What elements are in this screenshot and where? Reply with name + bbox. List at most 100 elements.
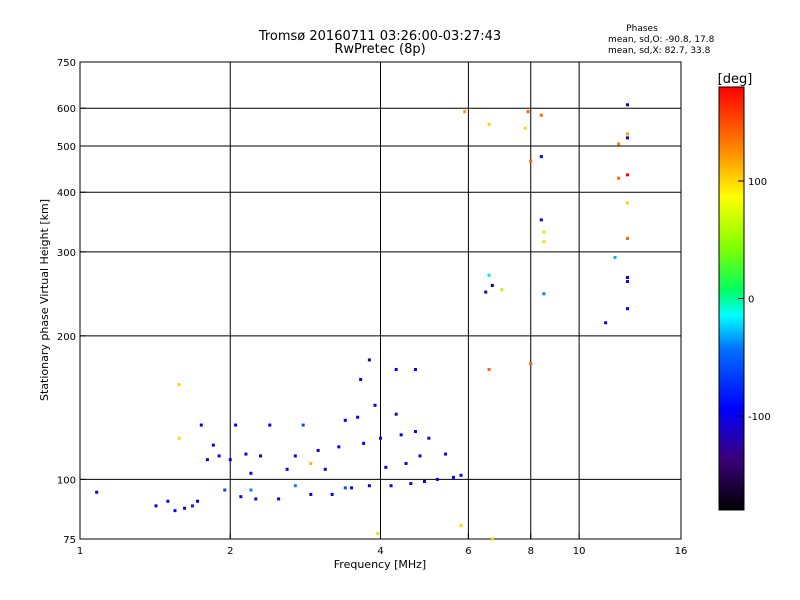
data-point [451, 475, 455, 479]
data-point [526, 110, 530, 114]
data-point [205, 458, 209, 462]
x-tick-label: 10 [573, 546, 586, 557]
data-point [389, 484, 393, 488]
data-point [177, 383, 181, 387]
data-point [625, 307, 629, 311]
data-point [217, 454, 221, 458]
chart-title: Tromsø 20160711 03:26:00-03:27:43 [258, 29, 501, 44]
data-point [539, 113, 543, 117]
data-point [542, 292, 546, 296]
phase-stats-x: mean, sd,X: 82.7, 33.8 [608, 46, 711, 56]
data-point [422, 479, 426, 483]
data-point [244, 452, 248, 456]
data-point [413, 367, 417, 371]
data-point [343, 418, 347, 422]
data-points [95, 103, 629, 541]
colorbar-ticks: 100 0 -100 [738, 177, 771, 423]
data-point [490, 283, 494, 287]
data-point [484, 290, 488, 294]
data-point [523, 126, 527, 130]
x-tick-label: 16 [675, 546, 688, 557]
data-point [444, 452, 448, 456]
data-point [625, 132, 629, 136]
data-point [196, 499, 200, 503]
data-point [190, 504, 194, 508]
data-point [254, 497, 258, 501]
data-point [228, 458, 232, 462]
data-point [356, 415, 360, 419]
x-axis-label: Frequency [MHz] [334, 558, 426, 571]
x-tick-label: 4 [377, 546, 383, 557]
data-point [211, 443, 215, 447]
colorbar-tick-label: 0 [748, 295, 754, 306]
data-point [343, 486, 347, 490]
data-point [249, 471, 253, 475]
y-tick-label: 300 [57, 248, 76, 259]
y-tick-label: 500 [57, 142, 76, 153]
colorbar-label: [deg] [718, 72, 753, 87]
data-point [309, 461, 313, 465]
data-point [379, 436, 382, 440]
data-point [427, 436, 431, 440]
data-point [330, 492, 334, 496]
data-point [173, 509, 177, 513]
y-axis-label: Stationary phase Virtual Height [km] [38, 199, 51, 401]
data-point [487, 273, 491, 277]
data-point [316, 448, 320, 452]
data-point [234, 423, 238, 427]
data-point [625, 201, 629, 205]
data-point [625, 236, 629, 240]
data-point [542, 230, 546, 234]
data-point [337, 445, 341, 449]
data-point [404, 461, 408, 465]
data-point [183, 506, 187, 510]
data-point [359, 377, 363, 381]
data-point [399, 433, 403, 437]
phase-stats-o: mean, sd,O: -90.8, 17.8 [608, 35, 715, 45]
data-point [362, 441, 366, 445]
data-point [463, 110, 467, 114]
data-point [459, 473, 463, 477]
data-point [301, 423, 305, 427]
data-point [529, 361, 533, 365]
data-point [384, 465, 388, 469]
data-point [539, 218, 543, 222]
data-point [350, 486, 354, 490]
data-point [617, 142, 621, 146]
data-point [154, 504, 158, 508]
data-point [625, 136, 629, 140]
data-point [625, 279, 629, 283]
axis-ticks: 1 2 4 6 8 10 16 75 100 200 300 400 500 600 750 [57, 58, 687, 557]
data-point [95, 490, 99, 494]
y-tick-label: 75 [63, 535, 76, 546]
y-tick-label: 400 [57, 188, 76, 199]
data-point [413, 430, 417, 434]
grid-lines [80, 62, 681, 539]
data-point [617, 176, 621, 180]
data-point [394, 412, 398, 416]
y-tick-label: 600 [57, 104, 76, 115]
data-point [277, 497, 281, 501]
data-point [625, 103, 629, 107]
data-point [613, 255, 617, 259]
x-tick-label: 6 [465, 546, 471, 557]
data-point [625, 276, 629, 280]
y-tick-label: 200 [57, 332, 76, 343]
colorbar-tick-label: -100 [748, 412, 771, 423]
data-point [625, 173, 629, 177]
data-point [604, 321, 608, 325]
data-point [309, 492, 313, 496]
data-point [394, 367, 398, 371]
data-point [490, 537, 494, 541]
data-point [542, 240, 546, 244]
colorbar-tick-label: 100 [748, 177, 767, 188]
data-point [223, 488, 227, 492]
x-tick-label: 1 [77, 546, 83, 557]
data-point [409, 482, 413, 486]
data-point [376, 532, 380, 536]
data-point [459, 524, 463, 528]
y-tick-label: 100 [57, 475, 76, 486]
chart-subtitle: RwPretec (8p) [334, 42, 425, 57]
data-point [373, 403, 377, 407]
